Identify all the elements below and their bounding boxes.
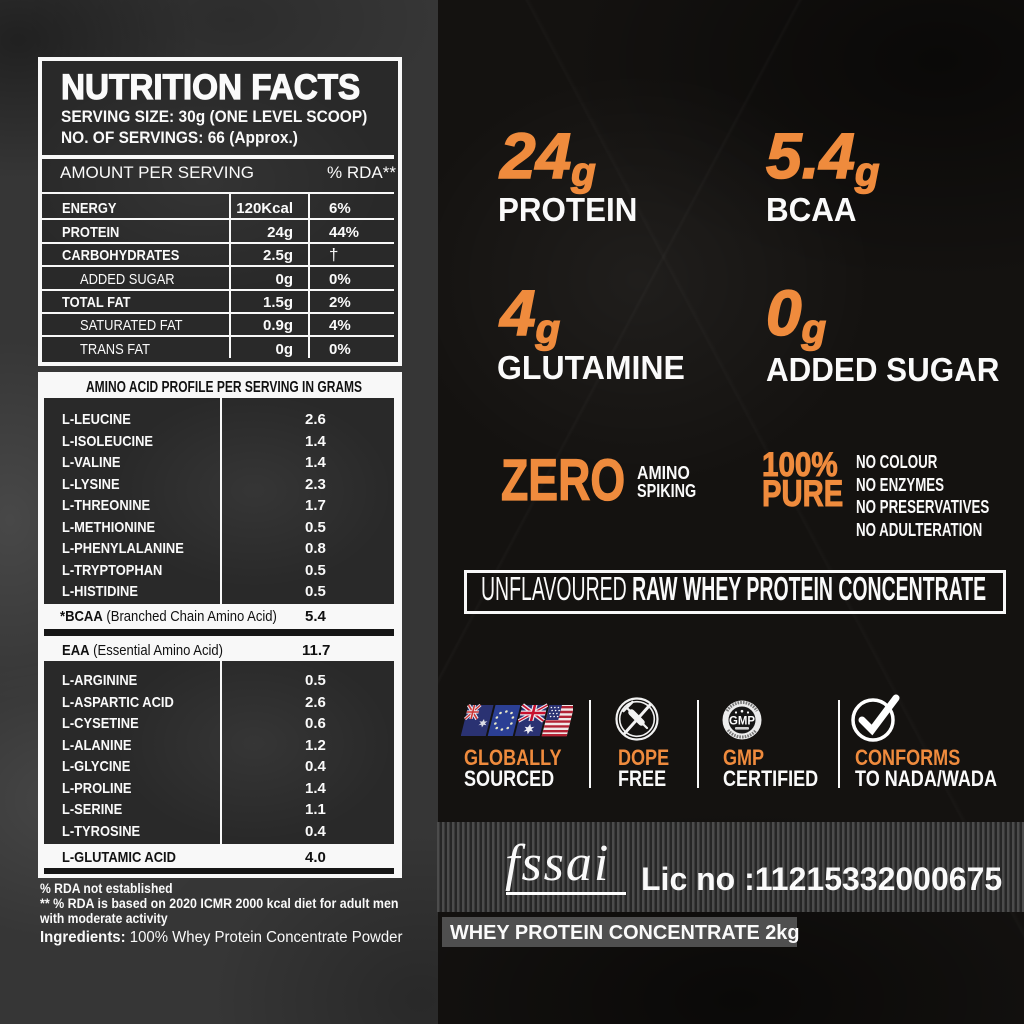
svg-text:GMP: GMP xyxy=(729,714,755,727)
